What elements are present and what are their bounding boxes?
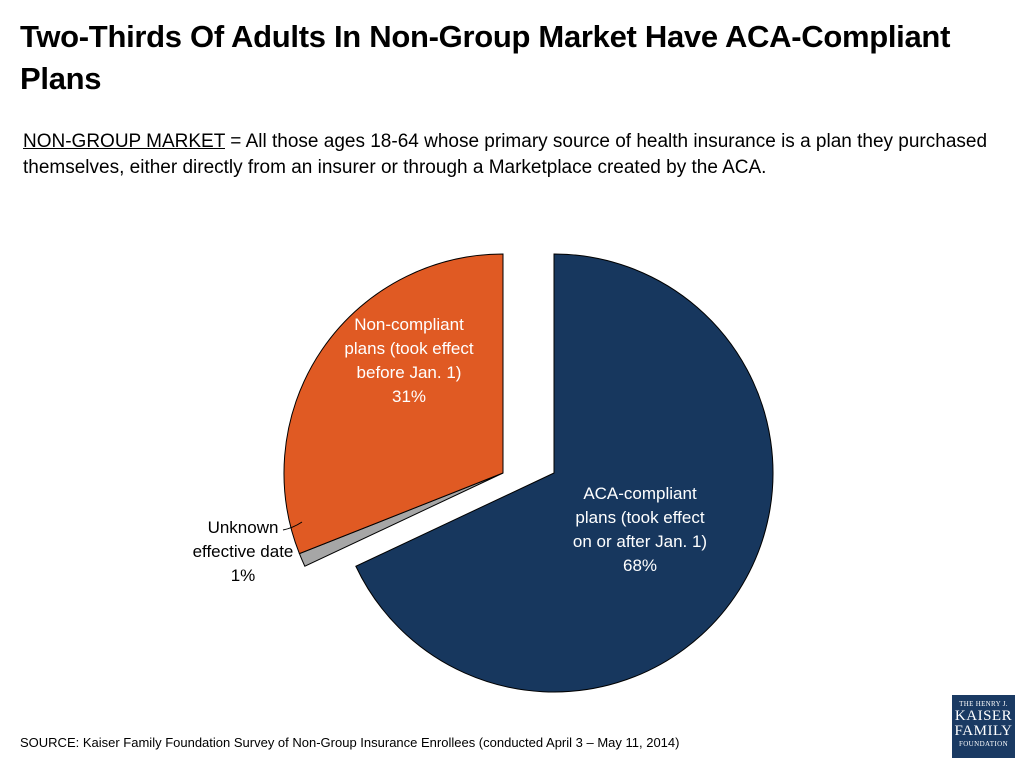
logo-line-4: FOUNDATION <box>958 740 1009 748</box>
definition-term: NON-GROUP MARKET <box>23 131 225 152</box>
slice-value-aca-compliant: 68% <box>622 556 658 575</box>
slice-aca-compliant <box>355 253 774 693</box>
source-note: SOURCE: Kaiser Family Foundation Survey … <box>20 735 680 750</box>
slice-value-non-compliant: 31% <box>391 387 427 406</box>
slice-label-non-compliant: Non-compliant plans (took effect before … <box>340 313 478 409</box>
slice-label-unknown-name: Unknown effective date <box>192 518 294 561</box>
page-title: Two-Thirds Of Adults In Non-Group Market… <box>20 19 951 96</box>
logo-line-1: THE HENRY J. <box>959 700 1008 708</box>
slice-label-aca-compliant: ACA-compliant plans (took effect on or a… <box>565 482 715 578</box>
leader-line-unknown <box>282 521 303 531</box>
slice-label-aca-compliant-name: ACA-compliant plans (took effect on or a… <box>572 484 708 551</box>
logo-line-2: KAISER <box>954 708 1013 724</box>
definition-text: NON-GROUP MARKET = All those ages 18-64 … <box>23 129 1003 181</box>
definition-body: = All those ages 18-64 whose primary sou… <box>23 131 988 178</box>
slice-value-unknown: 1% <box>230 566 256 585</box>
slice-non-compliant <box>283 253 504 555</box>
logo-line-3: FAMILY <box>954 723 1013 739</box>
slice-label-unknown: Unknown effective date 1% <box>180 516 306 588</box>
slice-label-non-compliant-name: Non-compliant plans (took effect before … <box>344 315 474 382</box>
kff-logo: THE HENRY J. KAISER FAMILY FOUNDATION <box>952 695 1015 758</box>
